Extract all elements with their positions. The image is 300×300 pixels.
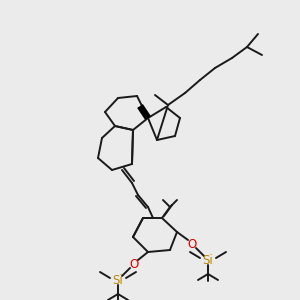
Text: Si: Si <box>112 274 123 286</box>
Text: O: O <box>188 238 196 250</box>
Text: O: O <box>129 257 139 271</box>
Text: Si: Si <box>202 254 213 266</box>
